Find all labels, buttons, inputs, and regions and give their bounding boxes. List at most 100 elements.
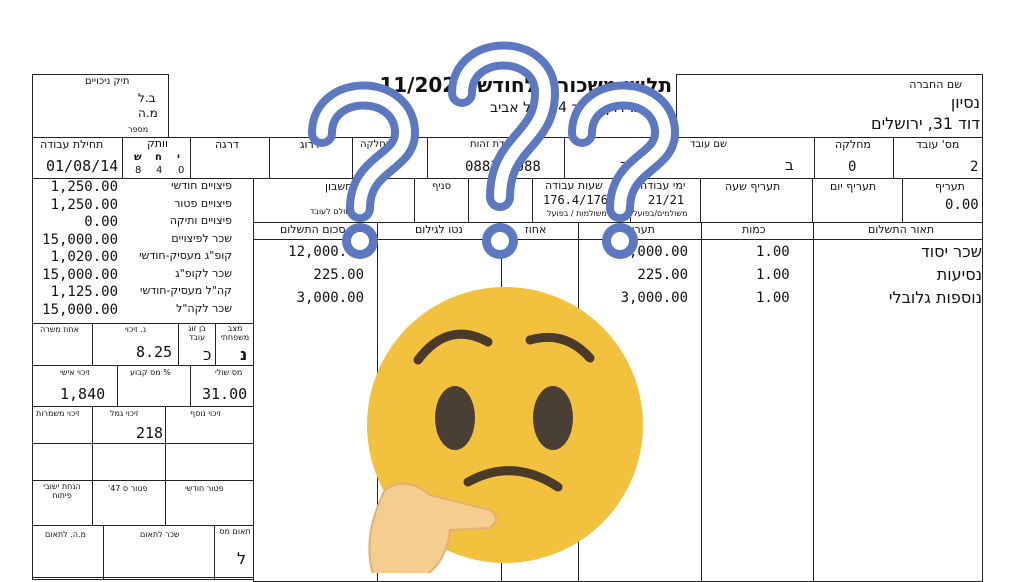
question-marks [308,41,680,259]
s47-label: פטור ס 47' [108,484,148,493]
severance-value: 1,020.00 [50,249,118,265]
personal-credit: 1,840 [60,385,106,403]
seniority-months-label: ח [155,152,162,163]
payment-desc: נסיעות [936,265,982,284]
mh-adjust-label: מ.ה. לתאום [45,530,86,539]
question-mark-icon [456,49,552,204]
seniority-days: 0 [178,165,185,176]
thinking-face-icon [367,287,643,573]
rate-label: תעריף [935,180,965,193]
severance-label: שכר לקופ"ג [175,266,232,280]
pension-credit-label: זיכוי גמל [110,409,139,418]
days: 21/21 [648,193,685,207]
severance-label: שכר לקה"ל [176,301,232,315]
hour-rate-label: תעריף שעה [725,180,781,193]
start-label: תחילת עבודה [40,138,104,151]
grade-label: דרגה [215,138,239,151]
id-label: תעודת זהות [470,139,521,150]
spouse: כ [203,345,212,364]
severance-value: 15,000.00 [42,301,118,318]
dept-label: מחלקה [835,138,871,151]
header-qty: כמות [742,223,766,236]
seniority-years-label: ש [134,152,142,163]
severance-label: קופ"ג מעסיק-חודשי [139,249,232,262]
company-label: שם החברה [909,78,962,91]
severance-label: פיצויים פטור [174,196,232,210]
tax-adjust-label: תאום מס [219,527,251,536]
payment-qty: 1.00 [756,290,790,306]
tax-adjust: ל [237,549,247,568]
question-mark-icon [316,89,412,215]
marital-status: נ [240,345,248,364]
marginal-tax-label: מס שולי [215,368,243,377]
wage-adjust-label: שכר לתאום [140,530,180,539]
seniority-days-label: י [177,152,180,163]
severance-value: 1,125.00 [50,284,118,300]
seniority-years: 8 [135,165,142,176]
credit-points-label: נ. זיכוי [125,325,147,334]
account-label: חשבון [325,180,353,193]
payment-rate: 3,000.00 [620,290,688,306]
settlement-discount-label: הנחת ישובי פיתוח [43,482,81,501]
question-mark-icon [576,89,672,215]
company-address: דוד 31, ירושלים [870,114,980,133]
marital-status-label: מצב משפחתי [220,324,250,343]
start-date: 01/08/14 [46,157,119,175]
tax-file-label: תיק ניכויים [85,76,130,87]
question-mark-dot-icon [611,232,629,250]
day-rate-label: תעריף יום [830,180,877,193]
rate: 0.00 [945,197,979,213]
payment-qty: 1.00 [756,244,790,260]
payment-qty: 1.00 [756,267,790,283]
pension-credit: 218 [136,424,164,442]
emp-num-label: מס' עובד [916,138,960,151]
fixed-tax-label: % מס קבוע [130,368,171,377]
severance-label: קה"ל מעסיק-חודשי [140,284,232,297]
severance-value: 1,250.00 [50,179,118,195]
employee-first-name: ב [785,156,794,174]
header-total: סכום התשלום [280,223,346,236]
severance-value: 15,000.00 [42,266,118,283]
seniority-label: וותק [147,137,169,150]
bl-label: ב.ל [138,91,156,105]
payment-total: 225.00 [313,267,364,283]
personal-credit-label: זיכוי אישי [60,368,90,377]
name-label: שם עובד [690,139,728,150]
dept: 0 [848,159,857,175]
monthly-exempt-label: פטור חודשי [185,484,224,493]
question-mark-dot-icon [351,232,369,250]
marginal-tax: 31.00 [202,385,248,403]
question-mark-dot-icon [491,232,509,250]
payment-total: 3,000.00 [296,290,364,306]
severance-value: 15,000.00 [42,231,118,248]
spouse-label: בן זוג עובד [188,324,206,343]
severance-label: פיצויים חודשי [170,179,232,192]
days-label: ימי עבודה [640,179,686,192]
seniority-months: 4 [156,165,163,176]
severance-label: פיצויים ותיקה [169,214,232,227]
job-percent-label: אחוז משרה [40,325,79,334]
number-label: מספר [128,125,149,134]
payment-desc: שכר יסוד [921,242,982,261]
mh-label: מ.ה [138,106,158,120]
shifts-credit-label: זיכוי משמרות [36,409,80,418]
hours-sub: משולמות / בפועל [547,209,607,218]
extra-credit-label: זיכוי נוסף [190,409,221,418]
days-sub: משולמים/בפועל [633,209,688,218]
branch-label: סניף [432,181,452,192]
paid-to: משולם לעובד [310,207,357,216]
severance-value: 0.00 [84,214,118,230]
company-name: נסיון [950,93,980,112]
emp-num: 2 [970,159,979,175]
severance-label: שכר לפיצויים [171,231,232,245]
header-gross-up: נטו לגילום [415,223,463,236]
hours: 176.4/176.4 [543,193,623,207]
severance-value: 1,250.00 [50,196,118,213]
payment-desc: נוספות גלובלי [888,288,982,307]
credit-points: 8.25 [136,343,173,361]
header-desc: תאור התשלום [868,223,935,236]
hours-label: שעות עבודה [545,179,603,192]
payment-rate: 225.00 [637,267,688,283]
header-percent: אחוז [525,223,547,236]
